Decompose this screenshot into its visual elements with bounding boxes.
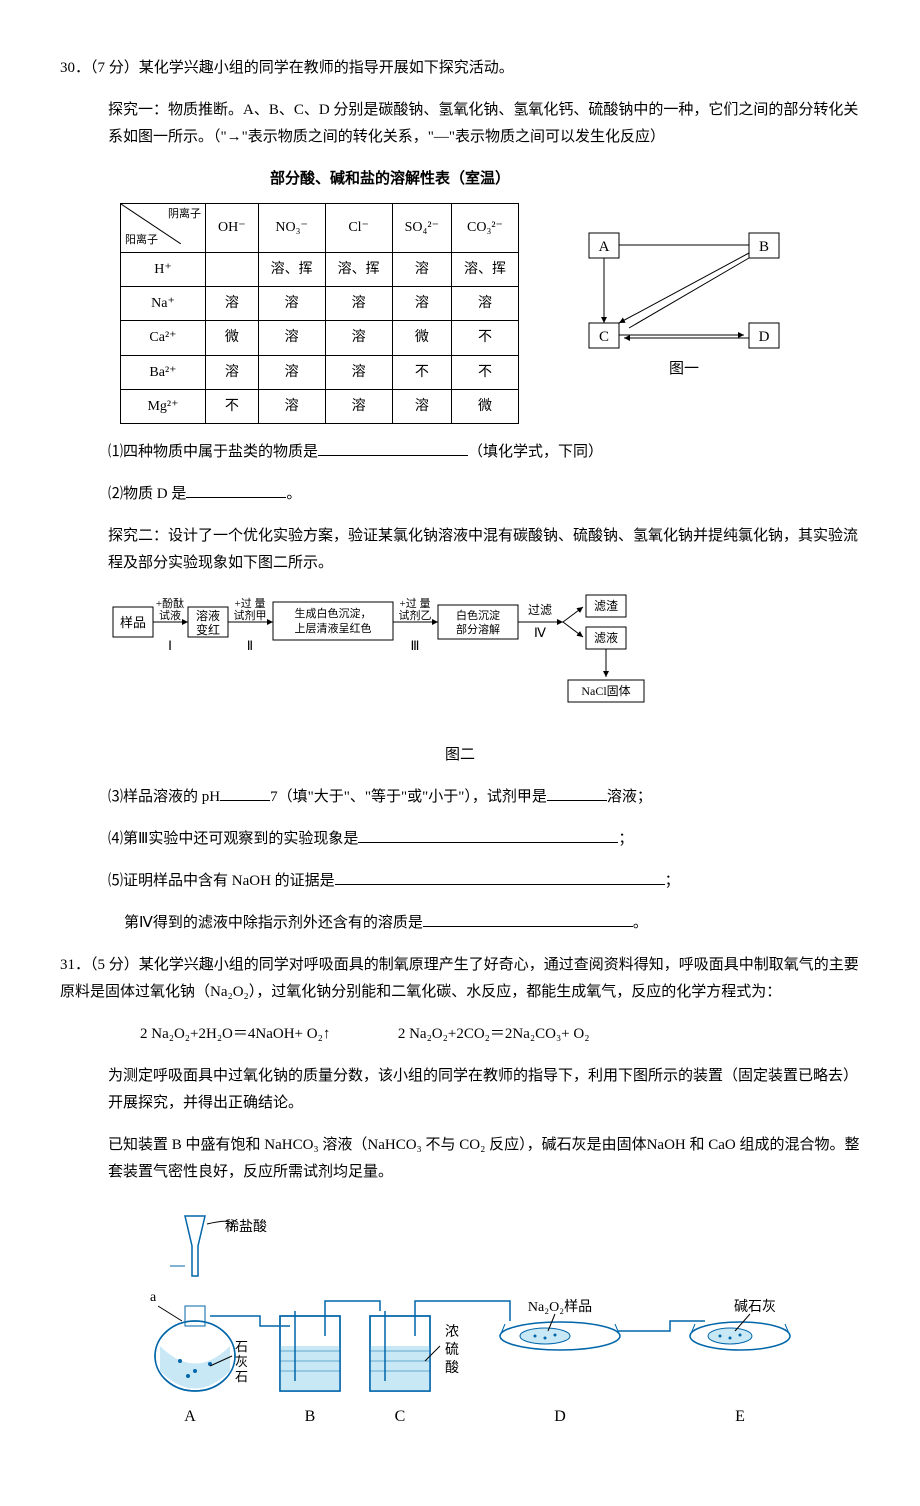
q30-sub3: ⑶样品溶液的 pH7（填"大于"、"等于"或"小于"），试剂甲是溶液； [108,784,860,811]
svg-text:Ⅰ: Ⅰ [168,638,172,653]
q30-stem: 30．（7 分）某化学兴趣小组的同学在教师的指导开展如下探究活动。 [60,55,860,82]
q31-stem: 31．（5 分）某化学兴趣小组的同学对呼吸面具的制氧原理产生了好奇心，通过查阅资… [60,952,860,1006]
device-D: Na₂O₂样品 D [500,1299,705,1425]
q30-inquiry1: 探究一：物质推断。A、B、C、D 分别是碳酸钠、氢氧化钠、氢氧化钙、硫酸钠中的一… [108,97,860,151]
q31-para2: 为测定呼吸面具中过氧化钠的质量分数，该小组的同学在教师的指导下，利用下图所示的装… [108,1063,860,1117]
svg-text:B: B [305,1408,316,1425]
svg-text:样品: 样品 [120,615,146,630]
svg-text:碱石灰: 碱石灰 [734,1299,776,1315]
svg-text:变红: 变红 [196,622,220,637]
svg-text:C: C [395,1408,406,1425]
device-C: 浓硫酸 C [370,1301,510,1425]
apparatus-figure: 稀盐酸 a 石灰石 A [60,1206,860,1446]
q30-number: 30． [60,60,90,76]
q31-para3: 已知装置 B 中盛有饱和 NaHCO₃ 溶液（NaHCO₃ 不与 CO₂ 反应）… [108,1132,860,1186]
fig2-caption: 图二 [60,742,860,769]
svg-text:+过 量: +过 量 [235,597,266,610]
figure-1: A B C D 图一 [579,223,799,393]
svg-text:石: 石 [235,1339,248,1354]
table-title: 部分酸、碱和盐的溶解性表（室温） [0,166,860,193]
question-30: 30．（7 分）某化学兴趣小组的同学在教师的指导开展如下探究活动。 探究一：物质… [60,55,860,937]
svg-text:B: B [759,239,769,255]
q30-sub2: ⑵物质 D 是。 [108,481,860,508]
device-B: B [280,1301,380,1425]
solubility-table: 阴离子 阳离子 OH⁻ NO₃⁻ Cl⁻ SO₄²⁻ CO₃²⁻ H⁺溶、挥溶、… [120,203,519,424]
q30-points: （7 分） [90,60,139,76]
table-and-fig1: 阴离子 阳离子 OH⁻ NO₃⁻ Cl⁻ SO₄²⁻ CO₃²⁻ H⁺溶、挥溶、… [120,203,860,424]
q31-points: （5 分） [90,957,139,973]
svg-text:D: D [759,329,770,345]
svg-text:NaCl固体: NaCl固体 [581,684,630,698]
diag-cell: 阴离子 阳离子 [121,204,206,253]
svg-text:白色沉淀: 白色沉淀 [456,608,500,622]
svg-text:溶液: 溶液 [196,608,220,623]
svg-text:a: a [150,1290,157,1305]
q30-inquiry2: 探究二：设计了一个优化实验方案，验证某氯化钠溶液中混有碳酸钠、硫酸钠、氢氧化钠并… [108,523,860,577]
svg-text:图一: 图一 [669,360,699,377]
svg-text:+过 量: +过 量 [400,597,431,610]
svg-text:Na₂O₂样品: Na₂O₂样品 [528,1299,592,1315]
svg-text:滤渣: 滤渣 [594,599,618,613]
svg-text:D: D [554,1408,566,1425]
device-E: 碱石灰 E [690,1299,790,1425]
q31-number: 31． [60,957,90,973]
svg-text:Ⅲ: Ⅲ [411,638,420,653]
svg-text:浓: 浓 [445,1324,459,1340]
svg-text:生成白色沉淀，: 生成白色沉淀， [295,606,372,620]
svg-text:部分溶解: 部分溶解 [456,622,500,636]
q31-equations: 2 Na₂O₂+2H₂O＝4NaOH+ O₂↑ 2 Na₂O₂+2CO₂＝2Na… [140,1021,860,1048]
svg-text:试液: 试液 [159,608,181,622]
figure-2: 样品 +酚酞试液 Ⅰ 溶液变红 +过 量试剂甲 Ⅱ 生成白色沉淀，上层清液呈红色… [108,592,860,732]
question-31: 31．（5 分）某化学兴趣小组的同学对呼吸面具的制氧原理产生了好奇心，通过查阅资… [60,952,860,1446]
device-A: 稀盐酸 a 石灰石 A [150,1216,290,1425]
q30-sub5a: ⑸证明样品中含有 NaOH 的证据是； [108,868,860,895]
svg-text:硫: 硫 [445,1342,459,1358]
svg-text:E: E [735,1408,745,1425]
svg-text:A: A [599,239,610,255]
svg-text:试剂甲: 试剂甲 [234,608,267,622]
svg-text:酸: 酸 [445,1360,459,1376]
svg-text:灰: 灰 [235,1354,248,1369]
svg-text:稀盐酸: 稀盐酸 [225,1219,267,1235]
svg-text:+酚酞: +酚酞 [156,596,184,610]
svg-text:过滤: 过滤 [528,603,552,617]
svg-text:A: A [184,1408,196,1425]
q30-sub4: ⑷第Ⅲ实验中还可观察到的实验现象是； [108,826,860,853]
svg-text:Ⅱ: Ⅱ [247,638,253,653]
q30-sub1: ⑴四种物质中属于盐类的物质是（填化学式，下同） [108,439,860,466]
svg-text:滤液: 滤液 [594,630,618,645]
svg-text:C: C [599,329,609,345]
svg-text:Ⅳ: Ⅳ [534,625,546,640]
q30-sub5b: 第Ⅳ得到的滤液中除指示剂外还含有的溶质是。 [124,910,860,937]
svg-text:上层清液呈红色: 上层清液呈红色 [295,621,372,635]
svg-text:试剂乙: 试剂乙 [399,608,432,622]
svg-text:石: 石 [235,1369,248,1384]
